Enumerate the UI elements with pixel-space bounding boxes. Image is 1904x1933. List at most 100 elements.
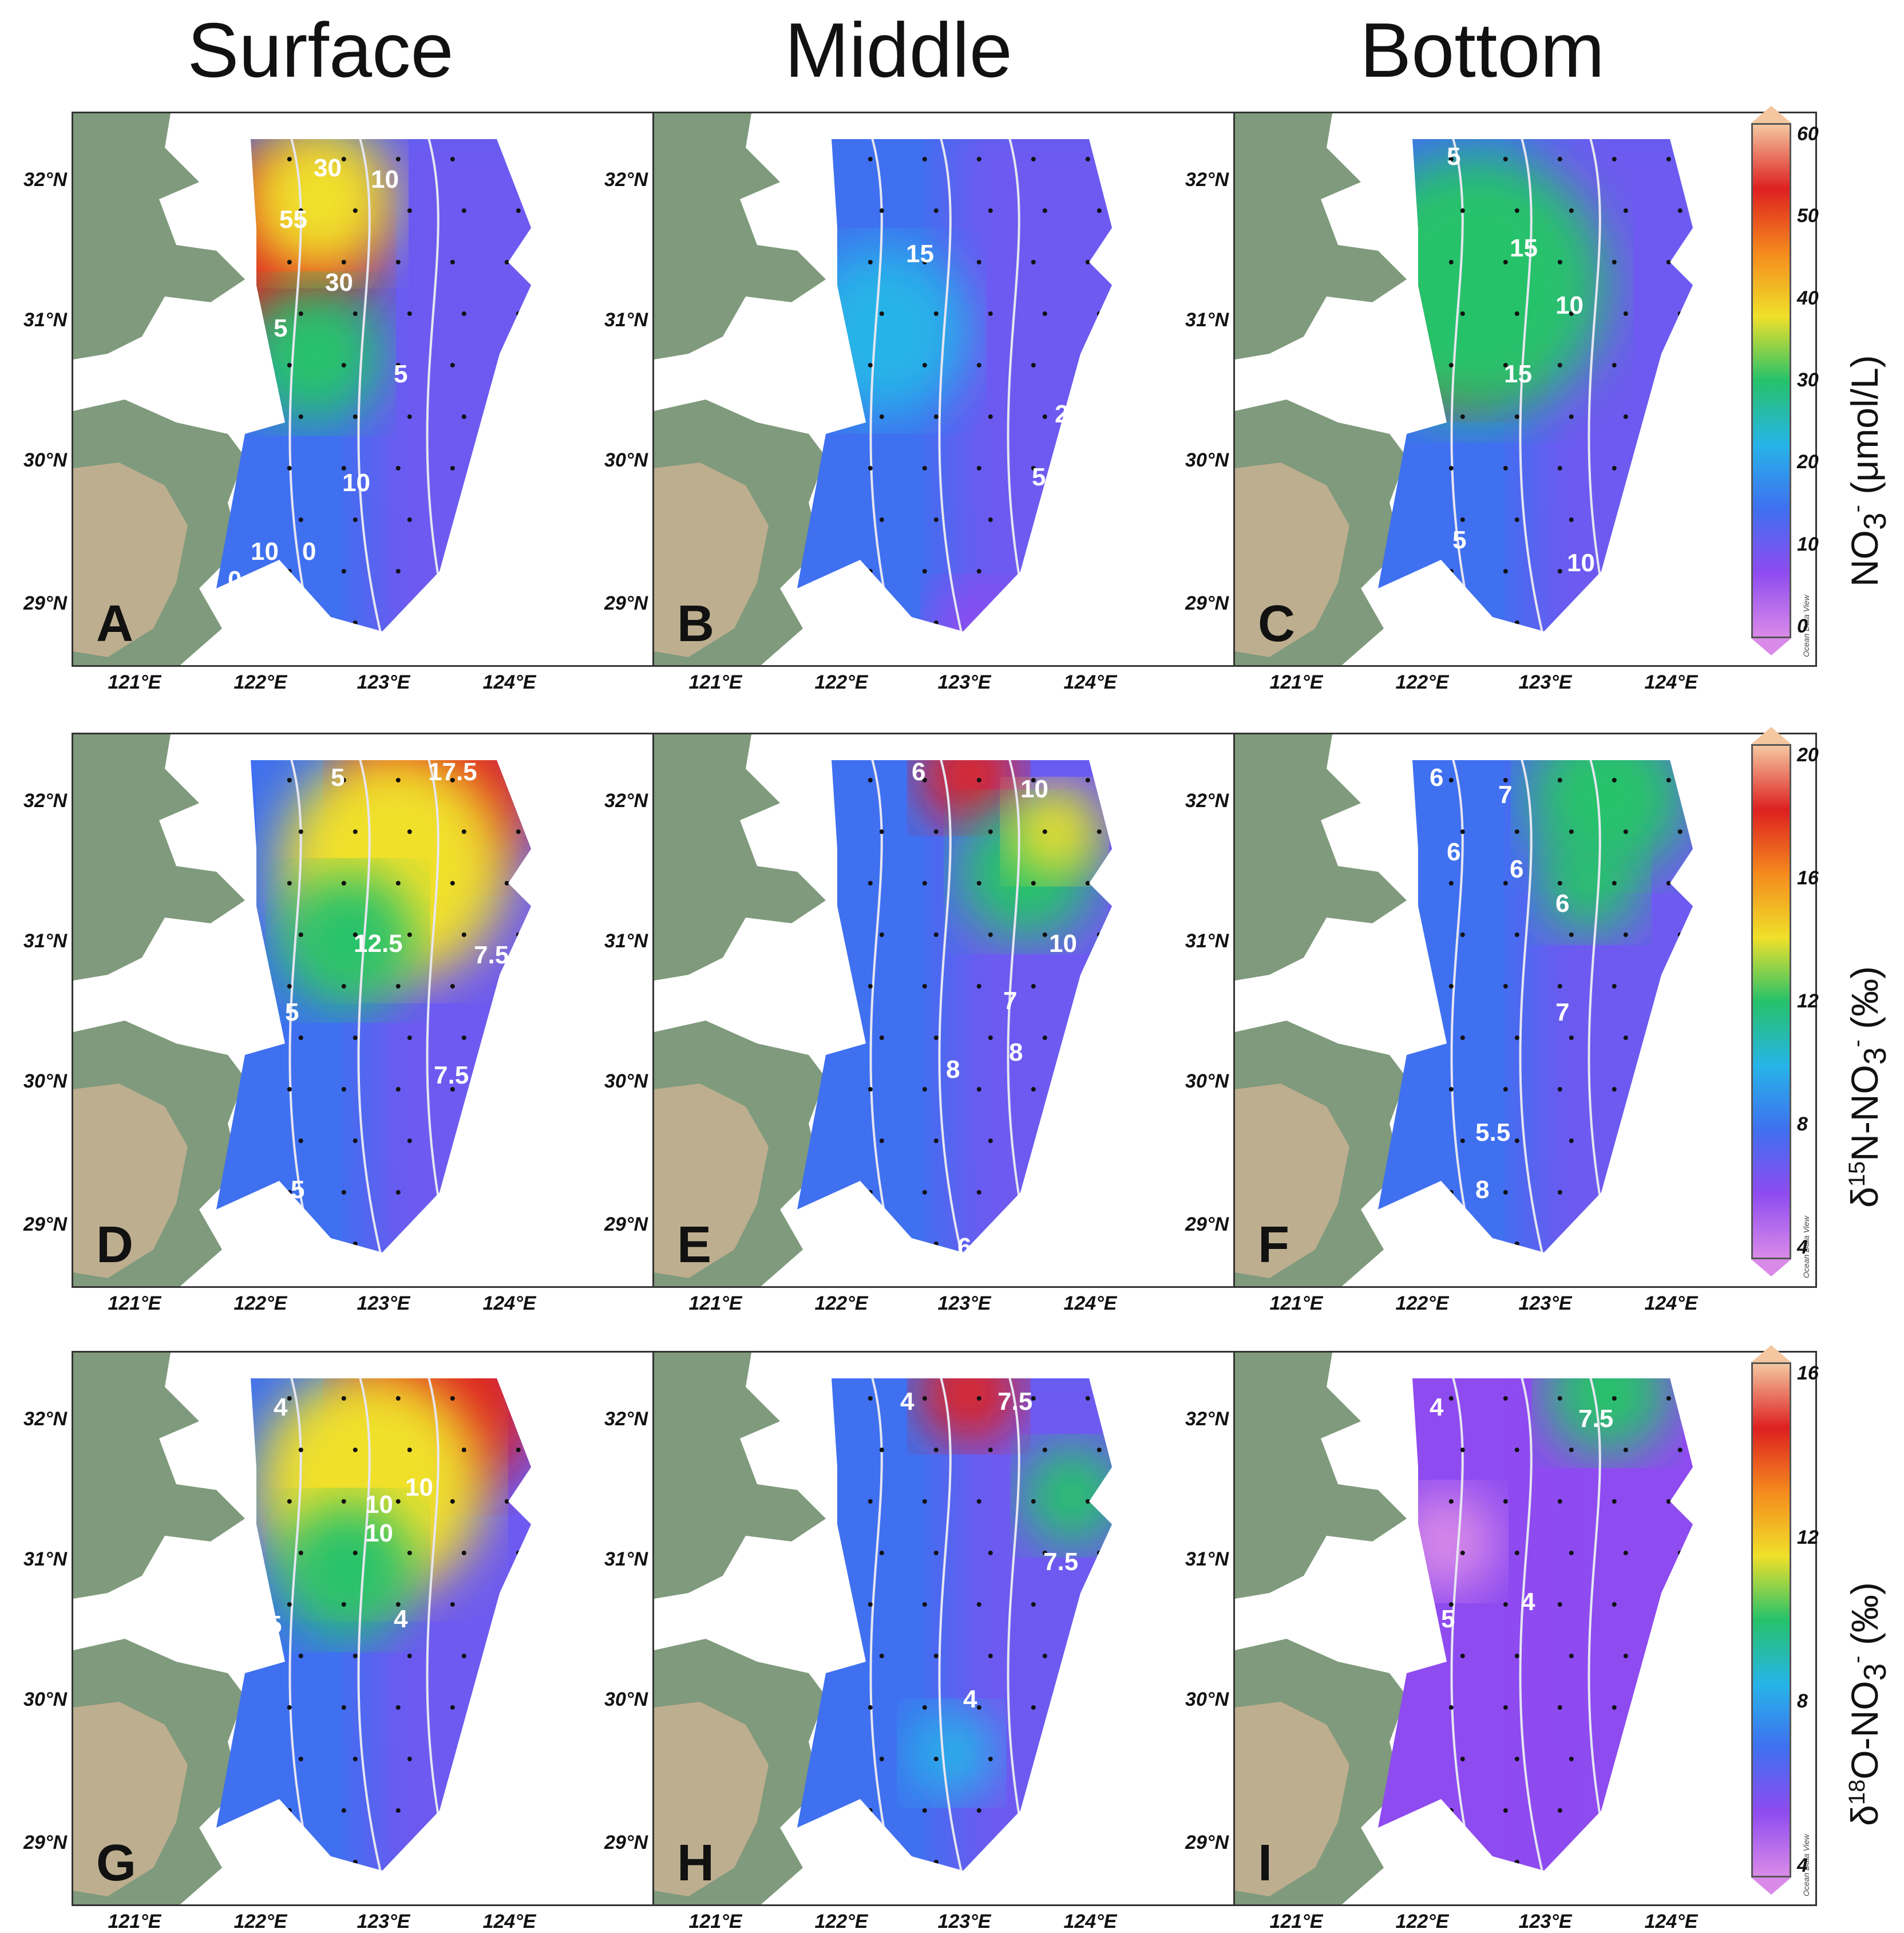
station-dot (298, 1654, 303, 1658)
station-dot (868, 984, 873, 989)
station-dot (341, 157, 346, 161)
station-dot (1569, 517, 1574, 522)
longitude-label: 121°E (1269, 671, 1323, 693)
station-dot (1514, 208, 1519, 213)
station-dot (1569, 1139, 1574, 1143)
contour-label: 4 (1430, 1393, 1444, 1421)
station-dot (1623, 932, 1628, 937)
station-dot (353, 1551, 358, 1555)
colorbar-cap-bottom (1751, 1877, 1791, 1895)
station-dot (1612, 363, 1617, 367)
station-dot (1612, 778, 1617, 782)
station-dot (1557, 1602, 1562, 1607)
station-dot (1666, 466, 1671, 471)
station-dot (976, 778, 981, 782)
station-dot (879, 208, 884, 213)
contour-line (1007, 1378, 1033, 1871)
station-dot (933, 620, 939, 625)
panel-letter: H (677, 1835, 714, 1892)
station-dot (461, 620, 466, 625)
station-dot (1042, 414, 1047, 419)
latitude-label: 32°N (604, 1408, 648, 1430)
contour-label: 5 (980, 618, 994, 646)
station-dot (1677, 620, 1683, 625)
colorbar-cap-top (1751, 1345, 1791, 1362)
land-mass (73, 734, 245, 1286)
contour-label: 7.5 (474, 941, 509, 969)
land-highlands (73, 1702, 188, 1896)
station-dot (516, 1242, 521, 1246)
station-dot (1557, 363, 1562, 367)
station-dot (988, 1035, 993, 1040)
station-dot (1666, 1499, 1671, 1504)
longitude-label: 122°E (1395, 1292, 1449, 1314)
colorbar-title-part: (‰) (1843, 1582, 1886, 1656)
station-dot (1085, 363, 1090, 367)
station-dot (976, 1190, 981, 1195)
station-dot (1569, 311, 1574, 316)
colorbar (1751, 123, 1791, 638)
contour-label: 6 (1430, 764, 1443, 792)
contour-label: 7.5 (1578, 1405, 1613, 1433)
longitude-label: 123°E (357, 1911, 410, 1932)
station-dot (1514, 932, 1519, 937)
station-dot (298, 311, 303, 316)
contour-label: 4 (274, 1393, 288, 1421)
station-dot (450, 881, 455, 886)
contour-label: 5 (285, 998, 299, 1026)
station-dot (1623, 311, 1628, 316)
contour-label: 2.5 (1055, 400, 1090, 428)
station-dot (1031, 984, 1036, 989)
station-dot (879, 829, 884, 834)
contour-label: 7 (1003, 987, 1017, 1015)
station-dot (461, 1242, 466, 1246)
contour-label: 30 (325, 268, 353, 297)
map-panel-g: 4 10 10 10 5 4 4 G (72, 1351, 655, 1906)
map-panel-i: 4 7.5 5 4 I Ocean Data View (1233, 1351, 1817, 1906)
panel-letter: A (96, 595, 133, 653)
station-dot (461, 414, 466, 419)
station-dot (1042, 1242, 1047, 1246)
station-dot (1460, 620, 1465, 625)
concentration-blob (917, 760, 1020, 826)
station-dot (353, 517, 358, 522)
station-dot (976, 363, 981, 367)
station-dot (1623, 1242, 1628, 1246)
panel-letter: B (677, 595, 714, 653)
station-dot (1666, 1190, 1671, 1195)
contour-label: 10 (365, 1519, 393, 1547)
station-dot (1085, 1705, 1090, 1710)
station-dot (933, 1448, 939, 1452)
station-dot (353, 620, 358, 625)
station-dot (1514, 1448, 1519, 1452)
station-dot (1503, 1499, 1508, 1504)
station-dot (1677, 1035, 1683, 1040)
contour-line (938, 760, 964, 1252)
station-dot (395, 1602, 401, 1607)
station-dot (287, 1087, 292, 1092)
station-dot (1031, 363, 1036, 367)
longitude-label: 124°E (482, 1911, 536, 1932)
station-dot (1514, 1242, 1519, 1246)
station-dot (395, 778, 401, 782)
station-dot (1666, 1602, 1671, 1607)
station-dot (879, 414, 884, 419)
latitude-label: 31°N (604, 930, 648, 952)
map-panel-b: 15 2.5 5 7.5 5 B (652, 112, 1236, 667)
land-mass (654, 734, 826, 1286)
station-dot (868, 1087, 873, 1092)
land-mass (73, 113, 245, 665)
station-dot (1666, 1808, 1671, 1813)
station-dot (287, 1499, 292, 1504)
station-dot (450, 260, 455, 264)
land-north (654, 113, 826, 359)
station-dot (1503, 569, 1508, 574)
station-dot (1503, 881, 1508, 886)
colorbar-title-part: - (1844, 505, 1870, 513)
station-dot (1612, 1396, 1617, 1401)
colorbar (1751, 744, 1791, 1259)
station-dot (1503, 1396, 1508, 1401)
station-dot (1612, 1190, 1617, 1195)
station-dot (353, 1654, 358, 1658)
station-dot (461, 1139, 466, 1143)
